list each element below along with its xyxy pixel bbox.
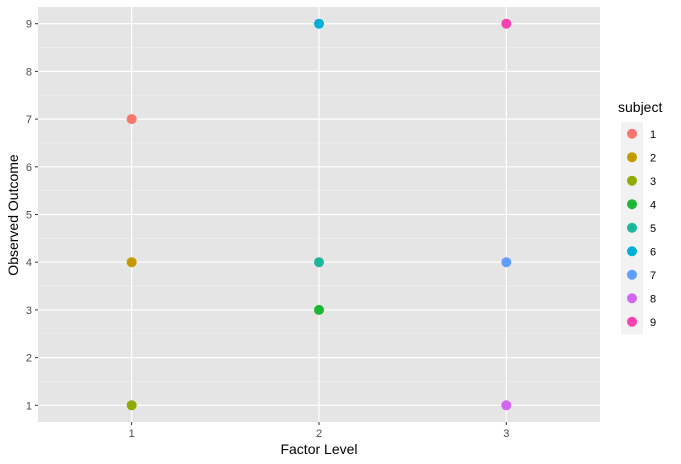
data-point-subject-4 bbox=[314, 304, 324, 315]
legend-key-subject-4 bbox=[627, 199, 637, 210]
legend-label-subject-4: 4 bbox=[650, 199, 656, 211]
legend-key-subject-9 bbox=[627, 316, 637, 327]
legend-key-subject-5 bbox=[627, 222, 637, 233]
legend: subject 1 2 3 4 5 6 7 8 9 bbox=[618, 99, 662, 335]
legend-label-subject-8: 8 bbox=[650, 293, 656, 305]
x-tick-label: 2 bbox=[316, 428, 322, 440]
data-point-subject-6 bbox=[314, 18, 324, 29]
data-points bbox=[126, 18, 512, 411]
legend-title: subject bbox=[618, 99, 662, 115]
x-axis-title: Factor Level bbox=[280, 441, 357, 457]
y-axis-ticks: 1 2 3 4 5 6 7 8 9 bbox=[26, 19, 38, 412]
legend-label-subject-6: 6 bbox=[650, 246, 656, 258]
y-tick-label: 2 bbox=[26, 353, 32, 365]
x-tick-label: 3 bbox=[503, 428, 509, 440]
y-axis-title: Observed Outcome bbox=[5, 154, 21, 276]
y-tick-label: 3 bbox=[26, 305, 32, 317]
y-tick-label: 4 bbox=[26, 257, 32, 269]
legend-key-subject-7 bbox=[627, 269, 637, 280]
legend-key-subject-6 bbox=[627, 246, 637, 257]
y-tick-label: 8 bbox=[26, 66, 32, 78]
legend-label-subject-2: 2 bbox=[650, 152, 656, 164]
data-point-subject-7 bbox=[501, 257, 512, 268]
data-point-subject-9 bbox=[501, 18, 512, 29]
legend-key-subject-2 bbox=[627, 152, 637, 163]
y-tick-label: 5 bbox=[26, 210, 32, 222]
x-axis-ticks: 1 2 3 bbox=[129, 422, 509, 440]
data-point-subject-1 bbox=[126, 114, 137, 125]
legend-key-subject-8 bbox=[627, 293, 637, 304]
data-point-subject-8 bbox=[501, 400, 512, 411]
legend-label-subject-9: 9 bbox=[650, 317, 656, 329]
data-point-subject-2 bbox=[126, 257, 137, 268]
legend-key-subject-1 bbox=[627, 128, 637, 139]
data-point-subject-5 bbox=[314, 257, 324, 268]
legend-label-subject-1: 1 bbox=[650, 129, 656, 141]
x-tick-label: 1 bbox=[129, 428, 135, 440]
y-tick-label: 6 bbox=[26, 162, 32, 174]
legend-label-subject-7: 7 bbox=[650, 270, 656, 282]
legend-label-subject-3: 3 bbox=[650, 176, 656, 188]
legend-label-subject-5: 5 bbox=[650, 223, 656, 235]
y-tick-label: 7 bbox=[26, 114, 32, 126]
data-point-subject-3 bbox=[126, 400, 137, 411]
y-tick-label: 9 bbox=[26, 19, 32, 31]
legend-key-subject-3 bbox=[627, 175, 637, 186]
y-tick-label: 1 bbox=[26, 400, 32, 412]
